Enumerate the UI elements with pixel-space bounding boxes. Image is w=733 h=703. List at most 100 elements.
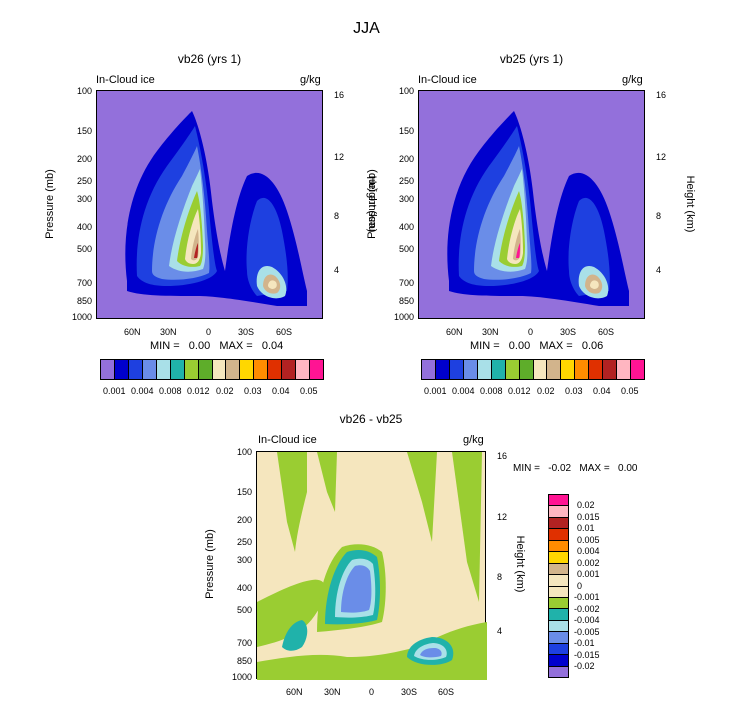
panel2-ylabel: Pressure (mb) — [366, 169, 378, 239]
panel1-ytick-850: 850 — [76, 296, 92, 306]
cb2-swatch — [547, 360, 562, 379]
panel3-ytick-250: 250 — [236, 537, 252, 547]
panel3-cb-label: -0.001 — [574, 592, 600, 602]
panel2-ytick-500: 500 — [398, 244, 414, 254]
panel1-cb-label: 0.008 — [159, 386, 182, 396]
panel2-cb-label: 0.004 — [452, 386, 475, 396]
panel3-ytick-300: 300 — [236, 555, 252, 565]
panel2-ytick-400: 400 — [398, 222, 414, 232]
panel1-ytick-700: 700 — [76, 278, 92, 288]
panel3-cb-label: -0.004 — [574, 615, 600, 625]
cb1-swatch — [212, 360, 227, 379]
cb3-swatch — [549, 506, 568, 518]
panel2-y2tick-4: 4 — [656, 265, 662, 275]
panel3-cb-label: 0.015 — [577, 512, 600, 522]
panel3-xtick-60N: 60N — [286, 687, 303, 697]
panel3-y2tick-16: 16 — [497, 451, 508, 461]
cb2-swatch — [449, 360, 464, 379]
panel3-ytick-850: 850 — [236, 656, 252, 666]
panel3-ytick-400: 400 — [236, 583, 252, 593]
cb2-swatch — [561, 360, 576, 379]
cb2-swatch — [505, 360, 520, 379]
panel2-colorbar — [421, 359, 645, 380]
panel1-variable-label: In-Cloud ice — [96, 74, 155, 86]
panel3-ytick-200: 200 — [236, 515, 252, 525]
panel3-cb-label: 0 — [577, 581, 583, 591]
panel1-ytick-400: 400 — [76, 222, 92, 232]
panel3-plot — [256, 451, 487, 680]
panel3-y2tick-8: 8 — [497, 572, 503, 582]
panel1-xtick-60N: 60N — [124, 327, 141, 337]
cb1-swatch — [142, 360, 157, 379]
panel3-colorbar — [548, 494, 569, 678]
panel3-minmax: MIN = -0.02 MAX = 0.00 — [513, 463, 638, 474]
panel2-y2tick-12: 12 — [656, 152, 667, 162]
panel3-cb-label: 0.004 — [577, 546, 600, 556]
cb3-swatch — [549, 563, 568, 576]
cb1-swatch — [101, 360, 115, 379]
panel3-cb-label: 0.005 — [577, 535, 600, 545]
panel1-ytick-150: 150 — [76, 126, 92, 136]
panel2-ytick-700: 700 — [398, 278, 414, 288]
panel3-cb-label: -0.005 — [574, 627, 600, 637]
cb3-swatch — [549, 529, 568, 541]
cb3-swatch — [549, 575, 568, 587]
panel2-cb-label: 0.001 — [424, 386, 447, 396]
panel3-cb-label: -0.015 — [574, 650, 600, 660]
panel3-cb-label: -0.01 — [574, 638, 595, 648]
panel3-ytick-1000: 1000 — [231, 672, 252, 682]
panel1-cb-label: 0.05 — [300, 386, 318, 396]
panel2-cb-label: 0.03 — [565, 386, 583, 396]
cb2-swatch — [435, 360, 450, 379]
cb2-swatch — [631, 360, 644, 379]
panel3-ytick-150: 150 — [236, 487, 252, 497]
panel2-units: g/kg — [622, 74, 643, 86]
panel2-ytick-300: 300 — [398, 194, 414, 204]
panel1-ytick-250: 250 — [76, 176, 92, 186]
cb2-swatch — [519, 360, 534, 379]
panel1-ytick-300: 300 — [76, 194, 92, 204]
panel2-xtick-60S: 60S — [598, 327, 615, 337]
panel1-cb-label: 0.03 — [244, 386, 262, 396]
cb2-swatch — [589, 360, 604, 379]
cb1-swatch — [226, 360, 241, 379]
panel3-cb-label: 0.02 — [577, 500, 595, 510]
cb3-swatch — [549, 632, 568, 644]
cb2-swatch — [477, 360, 492, 379]
cb1-swatch — [254, 360, 269, 379]
panel2-ytick-850: 850 — [398, 296, 414, 306]
cb1-swatch — [296, 360, 311, 379]
panel2-xtick-30N: 30N — [482, 327, 499, 337]
cb1-swatch — [128, 360, 143, 379]
panel3-ytick-700: 700 — [236, 638, 252, 648]
cb1-swatch — [184, 360, 199, 379]
panel1-minmax: MIN = 0.00 MAX = 0.04 — [150, 340, 284, 352]
cb1-swatch — [310, 360, 323, 379]
panel3-cb-label: -0.02 — [574, 661, 595, 671]
cb2-swatch — [422, 360, 436, 379]
panel1-xtick-0: 0 — [206, 327, 212, 337]
panel1-xtick-60S: 60S — [276, 327, 293, 337]
panel2-cb-label: 0.008 — [480, 386, 503, 396]
panel2-ytick-1000: 1000 — [393, 312, 414, 322]
panel3-cb-label: 0.001 — [577, 569, 600, 579]
panel3-y2label: Height (km) — [514, 535, 526, 593]
cb2-swatch — [533, 360, 548, 379]
panel3-title: vb26 - vb25 — [339, 412, 403, 426]
panel3-xtick-0: 0 — [369, 687, 375, 697]
cb1-swatch — [268, 360, 283, 379]
cb1-swatch — [198, 360, 213, 379]
panel2-y2tick-8: 8 — [656, 211, 662, 221]
panel1-ytick-100: 100 — [76, 86, 92, 96]
cb3-swatch — [549, 609, 568, 621]
panel3-y2tick-4: 4 — [497, 626, 503, 636]
cb1-swatch — [156, 360, 171, 379]
panel2-ytick-250: 250 — [398, 176, 414, 186]
panel3-y2tick-12: 12 — [497, 512, 508, 522]
panel1-cb-label: 0.012 — [187, 386, 210, 396]
panel1-y2tick-12: 12 — [334, 152, 345, 162]
cb3-swatch — [549, 495, 568, 507]
panel1-cb-label: 0.02 — [216, 386, 234, 396]
panel2-xtick-0: 0 — [528, 327, 534, 337]
panel2-ytick-150: 150 — [398, 126, 414, 136]
